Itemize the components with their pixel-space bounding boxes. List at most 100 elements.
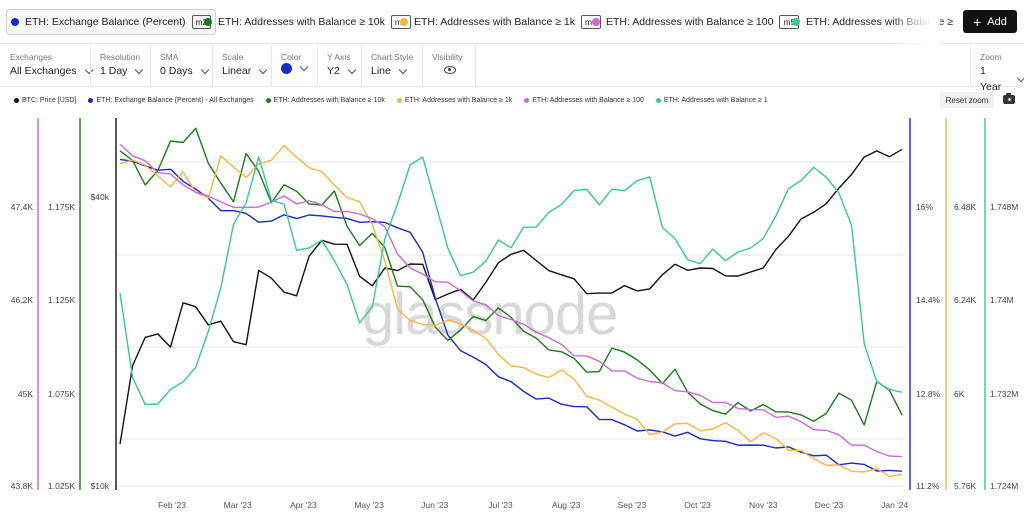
- y-axis-value: Y2: [327, 65, 340, 77]
- scale-select[interactable]: Scale Linear: [212, 51, 268, 83]
- legend-dot: [396, 97, 402, 103]
- chart-style-value: Line: [371, 65, 391, 77]
- y-tick-label-pct: 12.8%: [916, 389, 941, 399]
- color-swatch: [281, 63, 292, 74]
- y-tick-label-1: 1.732M: [990, 389, 1018, 399]
- y-tick-label-1k: 5.76K: [954, 481, 977, 491]
- tab-addresses-100[interactable]: ETH: Addresses with Balance ≥ 100 m5: [592, 9, 800, 35]
- watermark-text: glassnode: [362, 282, 617, 347]
- exchanges-value: All Exchanges: [10, 65, 77, 77]
- divider: [150, 45, 151, 87]
- legend-label: BTC: Price [USD]: [22, 96, 77, 104]
- series-line: [119, 156, 903, 406]
- y-tick-label-10k: 45K: [18, 389, 33, 399]
- x-tick-label: Nov '23: [749, 500, 778, 510]
- chevron-down-icon: [347, 65, 357, 74]
- tab-addresses-1k[interactable]: ETH: Addresses with Balance ≥ 1k m4: [400, 9, 601, 35]
- reset-zoom-button[interactable]: Reset zoom: [940, 92, 994, 108]
- sma-select[interactable]: SMA 0 Days: [150, 51, 209, 83]
- resolution-select[interactable]: Resolution 1 Day: [90, 51, 144, 83]
- y-axis-select[interactable]: Y Axis Y2: [317, 51, 357, 83]
- add-button-label: Add: [987, 15, 1007, 28]
- divider: [361, 45, 362, 87]
- chevron-down-icon: [398, 65, 408, 74]
- x-tick-label: Dec '23: [815, 500, 844, 510]
- plus-icon: +: [973, 13, 982, 30]
- series-line: [119, 145, 903, 477]
- add-metric-button[interactable]: + Add: [963, 10, 1017, 33]
- axes: [37, 118, 986, 490]
- chart-controls: Exchanges All Exchanges Resolution 1 Day…: [0, 45, 1024, 93]
- divider: [970, 45, 971, 87]
- legend-item[interactable]: BTC: Price [USD]: [14, 94, 76, 106]
- color-picker[interactable]: Color: [271, 51, 309, 83]
- series-line: [119, 143, 903, 458]
- y-tick-label-pct: 11.2%: [916, 481, 940, 491]
- tab-exchange-balance[interactable]: ETH: Exchange Balance (Percent) m2: [6, 9, 217, 35]
- scale-label: Scale: [222, 52, 244, 62]
- chart-legend: BTC: Price [USD] ETH: Exchange Balance (…: [14, 94, 768, 106]
- y-tick-label-10k: 46.2K: [11, 295, 34, 305]
- eye-icon: [444, 66, 456, 74]
- series-line: [119, 148, 903, 445]
- y-tick-label-1k-large: 1.125K: [48, 295, 75, 305]
- y-tick-label-1k: 6.48K: [954, 202, 977, 212]
- tab-addresses-10k[interactable]: ETH: Addresses with Balance ≥ 10k m3: [204, 9, 411, 35]
- legend-item[interactable]: ETH: Exchange Balance (Percent) - All Ex…: [88, 94, 254, 106]
- legend-item[interactable]: ETH: Addresses with Balance ≥ 1: [655, 94, 768, 106]
- y-tick-label-10k: 47.4K: [11, 202, 34, 212]
- divider: [212, 45, 213, 87]
- series-lines: [119, 127, 903, 477]
- sma-value: 0 Days: [160, 65, 193, 77]
- series-color-dot: [592, 18, 600, 26]
- legend-dot: [265, 97, 271, 103]
- y-tick-label-1k: 6.24K: [954, 295, 977, 305]
- exchanges-select[interactable]: Exchanges All Exchanges: [0, 51, 93, 83]
- chart-style-label: Chart Style: [371, 52, 414, 62]
- x-tick-label: Aug '23: [552, 500, 581, 510]
- legend-item[interactable]: ETH: Addresses with Balance ≥ 100: [524, 94, 644, 106]
- zoom-label: Zoom: [980, 52, 1002, 62]
- tab-label: ETH: Addresses with Balance ≥ 10k: [218, 16, 385, 28]
- legend-dot: [524, 97, 530, 103]
- tab-badge: m4: [581, 15, 601, 29]
- color-label: Color: [281, 52, 302, 62]
- series-color-dot: [400, 18, 408, 26]
- y-tick-label-1k-large: 1.075K: [48, 389, 75, 399]
- tab-label: ETH: Addresses with Balance ≥ 100: [606, 16, 774, 28]
- y-tick-label-1k-large: 1.025K: [48, 481, 75, 491]
- x-tick-label: Oct '23: [684, 500, 711, 510]
- chevron-down-icon: [1016, 73, 1024, 82]
- y-tick-label-btc: $10k: [91, 481, 110, 491]
- y-tick-label-pct: 16%: [916, 202, 933, 212]
- legend-dot: [88, 97, 94, 103]
- y-tick-label-1: 1.748M: [990, 202, 1018, 212]
- divider: [475, 45, 476, 87]
- zoom-select[interactable]: Zoom 1 Year: [970, 51, 1024, 93]
- divider: [317, 45, 318, 87]
- legend-item[interactable]: ETH: Addresses with Balance ≥ 1k: [396, 94, 512, 106]
- zoom-value: 1 Year: [980, 65, 1002, 93]
- tab-label: ETH: Exchange Balance (Percent): [25, 16, 186, 28]
- y-axis-label: Y Axis: [327, 52, 351, 62]
- x-tick-label: Apr '23: [290, 500, 317, 510]
- divider: [422, 45, 423, 87]
- legend-item[interactable]: ETH: Addresses with Balance ≥ 10k: [265, 94, 385, 106]
- y-tick-label-1: 1.74M: [990, 295, 1014, 305]
- visibility-toggle[interactable]: Visibility: [422, 51, 463, 83]
- chevron-down-icon: [258, 65, 268, 74]
- divider: [271, 45, 272, 87]
- x-tick-label: Jan '24: [881, 500, 908, 510]
- chart-style-select[interactable]: Chart Style Line: [361, 51, 413, 83]
- y-tick-label-10k: 43.8K: [11, 481, 34, 491]
- chevron-down-icon: [200, 65, 209, 74]
- chevron-down-icon: [135, 65, 144, 74]
- resolution-label: Resolution: [100, 52, 141, 62]
- camera-icon[interactable]: [1003, 93, 1015, 104]
- legend-label: ETH: Addresses with Balance ≥ 100: [532, 96, 644, 104]
- resolution-value: 1 Day: [100, 65, 128, 77]
- x-tick-label: Jul '23: [488, 500, 513, 510]
- legend-label: ETH: Exchange Balance (Percent) - All Ex…: [96, 96, 254, 104]
- tabs-fade-overlay: [890, 0, 940, 44]
- x-tick-label: Mar '23: [224, 500, 252, 510]
